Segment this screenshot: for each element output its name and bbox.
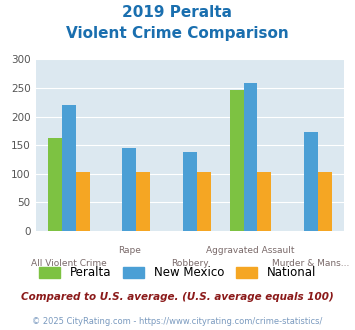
Bar [304, 132, 318, 231]
Bar [197, 172, 211, 231]
Text: Violent Crime Comparison: Violent Crime Comparison [66, 26, 289, 41]
Bar [230, 90, 244, 231]
Text: 2019 Peralta: 2019 Peralta [122, 5, 233, 20]
Legend: Peralta, New Mexico, National: Peralta, New Mexico, National [34, 262, 321, 284]
Text: © 2025 CityRating.com - https://www.cityrating.com/crime-statistics/: © 2025 CityRating.com - https://www.city… [32, 317, 323, 326]
Text: Rape: Rape [118, 246, 141, 255]
Text: Compared to U.S. average. (U.S. average equals 100): Compared to U.S. average. (U.S. average … [21, 292, 334, 302]
Bar [136, 172, 150, 231]
Text: Murder & Mans...: Murder & Mans... [272, 259, 350, 268]
Bar [183, 152, 197, 231]
Bar [318, 172, 332, 231]
Text: Robbery: Robbery [171, 259, 209, 268]
Bar [48, 138, 62, 231]
Bar [62, 105, 76, 231]
Bar [76, 172, 90, 231]
Bar [122, 148, 136, 231]
Text: All Violent Crime: All Violent Crime [31, 259, 107, 268]
Bar [257, 172, 271, 231]
Bar [244, 83, 257, 231]
Text: Aggravated Assault: Aggravated Assault [206, 246, 295, 255]
